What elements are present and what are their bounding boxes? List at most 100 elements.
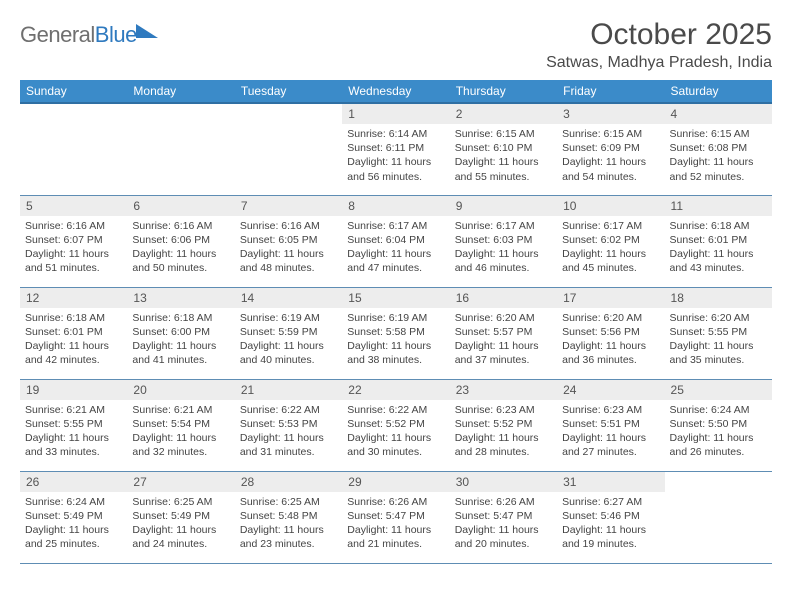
day-number: 8 xyxy=(342,196,449,216)
calendar-day-cell: 13Sunrise: 6:18 AMSunset: 6:00 PMDayligh… xyxy=(127,287,234,379)
calendar-day-cell: 23Sunrise: 6:23 AMSunset: 5:52 PMDayligh… xyxy=(450,379,557,471)
day-number: 23 xyxy=(450,380,557,400)
day-details: Sunrise: 6:25 AMSunset: 5:49 PMDaylight:… xyxy=(127,492,234,556)
title-block: October 2025 Satwas, Madhya Pradesh, Ind… xyxy=(546,18,772,72)
calendar-day-cell: 15Sunrise: 6:19 AMSunset: 5:58 PMDayligh… xyxy=(342,287,449,379)
day-details: Sunrise: 6:15 AMSunset: 6:10 PMDaylight:… xyxy=(450,124,557,188)
day-details: Sunrise: 6:23 AMSunset: 5:51 PMDaylight:… xyxy=(557,400,664,464)
calendar-day-cell: 24Sunrise: 6:23 AMSunset: 5:51 PMDayligh… xyxy=(557,379,664,471)
calendar-day-cell: 28Sunrise: 6:25 AMSunset: 5:48 PMDayligh… xyxy=(235,471,342,563)
day-number: 30 xyxy=(450,472,557,492)
location-text: Satwas, Madhya Pradesh, India xyxy=(546,54,772,72)
day-details: Sunrise: 6:21 AMSunset: 5:54 PMDaylight:… xyxy=(127,400,234,464)
calendar-table: SundayMondayTuesdayWednesdayThursdayFrid… xyxy=(20,80,772,564)
day-number: 13 xyxy=(127,288,234,308)
day-details: Sunrise: 6:20 AMSunset: 5:57 PMDaylight:… xyxy=(450,308,557,372)
day-details: Sunrise: 6:24 AMSunset: 5:50 PMDaylight:… xyxy=(665,400,772,464)
day-details: Sunrise: 6:18 AMSunset: 6:01 PMDaylight:… xyxy=(665,216,772,280)
day-number: 24 xyxy=(557,380,664,400)
weekday-header: Tuesday xyxy=(235,80,342,103)
calendar-day-cell: 2Sunrise: 6:15 AMSunset: 6:10 PMDaylight… xyxy=(450,103,557,195)
calendar-day-cell: 6Sunrise: 6:16 AMSunset: 6:06 PMDaylight… xyxy=(127,195,234,287)
weekday-header: Saturday xyxy=(665,80,772,103)
calendar-day-cell: 16Sunrise: 6:20 AMSunset: 5:57 PMDayligh… xyxy=(450,287,557,379)
day-details: Sunrise: 6:22 AMSunset: 5:53 PMDaylight:… xyxy=(235,400,342,464)
calendar-week-row: 12Sunrise: 6:18 AMSunset: 6:01 PMDayligh… xyxy=(20,287,772,379)
calendar-day-cell: 9Sunrise: 6:17 AMSunset: 6:03 PMDaylight… xyxy=(450,195,557,287)
calendar-day-cell: 12Sunrise: 6:18 AMSunset: 6:01 PMDayligh… xyxy=(20,287,127,379)
day-number: 26 xyxy=(20,472,127,492)
weekday-header: Sunday xyxy=(20,80,127,103)
calendar-day-cell: 30Sunrise: 6:26 AMSunset: 5:47 PMDayligh… xyxy=(450,471,557,563)
calendar-day-cell: 27Sunrise: 6:25 AMSunset: 5:49 PMDayligh… xyxy=(127,471,234,563)
calendar-day-cell: 11Sunrise: 6:18 AMSunset: 6:01 PMDayligh… xyxy=(665,195,772,287)
day-number: 14 xyxy=(235,288,342,308)
weekday-header: Wednesday xyxy=(342,80,449,103)
calendar-day-cell xyxy=(127,103,234,195)
day-details: Sunrise: 6:18 AMSunset: 6:01 PMDaylight:… xyxy=(20,308,127,372)
calendar-day-cell xyxy=(20,103,127,195)
day-details: Sunrise: 6:17 AMSunset: 6:02 PMDaylight:… xyxy=(557,216,664,280)
day-number: 25 xyxy=(665,380,772,400)
calendar-day-cell: 10Sunrise: 6:17 AMSunset: 6:02 PMDayligh… xyxy=(557,195,664,287)
brand-general: General xyxy=(20,22,95,47)
day-number: 27 xyxy=(127,472,234,492)
day-details: Sunrise: 6:18 AMSunset: 6:00 PMDaylight:… xyxy=(127,308,234,372)
calendar-day-cell: 22Sunrise: 6:22 AMSunset: 5:52 PMDayligh… xyxy=(342,379,449,471)
calendar-day-cell: 29Sunrise: 6:26 AMSunset: 5:47 PMDayligh… xyxy=(342,471,449,563)
day-number: 3 xyxy=(557,104,664,124)
calendar-day-cell: 1Sunrise: 6:14 AMSunset: 6:11 PMDaylight… xyxy=(342,103,449,195)
day-details: Sunrise: 6:22 AMSunset: 5:52 PMDaylight:… xyxy=(342,400,449,464)
day-number: 5 xyxy=(20,196,127,216)
day-details: Sunrise: 6:15 AMSunset: 6:09 PMDaylight:… xyxy=(557,124,664,188)
day-details: Sunrise: 6:16 AMSunset: 6:07 PMDaylight:… xyxy=(20,216,127,280)
day-number: 12 xyxy=(20,288,127,308)
day-details: Sunrise: 6:26 AMSunset: 5:47 PMDaylight:… xyxy=(450,492,557,556)
day-details: Sunrise: 6:19 AMSunset: 5:58 PMDaylight:… xyxy=(342,308,449,372)
day-details: Sunrise: 6:20 AMSunset: 5:55 PMDaylight:… xyxy=(665,308,772,372)
day-number: 18 xyxy=(665,288,772,308)
day-number: 20 xyxy=(127,380,234,400)
day-number: 17 xyxy=(557,288,664,308)
day-number: 21 xyxy=(235,380,342,400)
day-details: Sunrise: 6:23 AMSunset: 5:52 PMDaylight:… xyxy=(450,400,557,464)
calendar-week-row: 19Sunrise: 6:21 AMSunset: 5:55 PMDayligh… xyxy=(20,379,772,471)
day-number: 7 xyxy=(235,196,342,216)
calendar-day-cell: 19Sunrise: 6:21 AMSunset: 5:55 PMDayligh… xyxy=(20,379,127,471)
calendar-day-cell: 8Sunrise: 6:17 AMSunset: 6:04 PMDaylight… xyxy=(342,195,449,287)
brand-triangle-icon xyxy=(136,20,158,38)
calendar-day-cell xyxy=(235,103,342,195)
day-details: Sunrise: 6:24 AMSunset: 5:49 PMDaylight:… xyxy=(20,492,127,556)
day-number: 6 xyxy=(127,196,234,216)
weekday-header: Friday xyxy=(557,80,664,103)
calendar-day-cell: 4Sunrise: 6:15 AMSunset: 6:08 PMDaylight… xyxy=(665,103,772,195)
calendar-day-cell: 17Sunrise: 6:20 AMSunset: 5:56 PMDayligh… xyxy=(557,287,664,379)
day-number: 22 xyxy=(342,380,449,400)
calendar-day-cell: 7Sunrise: 6:16 AMSunset: 6:05 PMDaylight… xyxy=(235,195,342,287)
day-details: Sunrise: 6:14 AMSunset: 6:11 PMDaylight:… xyxy=(342,124,449,188)
day-number: 19 xyxy=(20,380,127,400)
calendar-week-row: 26Sunrise: 6:24 AMSunset: 5:49 PMDayligh… xyxy=(20,471,772,563)
day-details: Sunrise: 6:20 AMSunset: 5:56 PMDaylight:… xyxy=(557,308,664,372)
calendar-week-row: 5Sunrise: 6:16 AMSunset: 6:07 PMDaylight… xyxy=(20,195,772,287)
calendar-day-cell: 3Sunrise: 6:15 AMSunset: 6:09 PMDaylight… xyxy=(557,103,664,195)
day-number: 1 xyxy=(342,104,449,124)
day-number: 16 xyxy=(450,288,557,308)
calendar-day-cell: 14Sunrise: 6:19 AMSunset: 5:59 PMDayligh… xyxy=(235,287,342,379)
day-number: 9 xyxy=(450,196,557,216)
brand-text: GeneralBlue xyxy=(20,22,137,48)
calendar-day-cell: 25Sunrise: 6:24 AMSunset: 5:50 PMDayligh… xyxy=(665,379,772,471)
day-details: Sunrise: 6:16 AMSunset: 6:05 PMDaylight:… xyxy=(235,216,342,280)
calendar-day-cell: 31Sunrise: 6:27 AMSunset: 5:46 PMDayligh… xyxy=(557,471,664,563)
calendar-body: 1Sunrise: 6:14 AMSunset: 6:11 PMDaylight… xyxy=(20,103,772,563)
day-number: 28 xyxy=(235,472,342,492)
day-number: 4 xyxy=(665,104,772,124)
calendar-week-row: 1Sunrise: 6:14 AMSunset: 6:11 PMDaylight… xyxy=(20,103,772,195)
day-details: Sunrise: 6:16 AMSunset: 6:06 PMDaylight:… xyxy=(127,216,234,280)
calendar-day-cell: 26Sunrise: 6:24 AMSunset: 5:49 PMDayligh… xyxy=(20,471,127,563)
calendar-header-row: SundayMondayTuesdayWednesdayThursdayFrid… xyxy=(20,80,772,103)
day-details: Sunrise: 6:25 AMSunset: 5:48 PMDaylight:… xyxy=(235,492,342,556)
day-number: 29 xyxy=(342,472,449,492)
brand-blue: Blue xyxy=(95,22,137,47)
day-number: 2 xyxy=(450,104,557,124)
